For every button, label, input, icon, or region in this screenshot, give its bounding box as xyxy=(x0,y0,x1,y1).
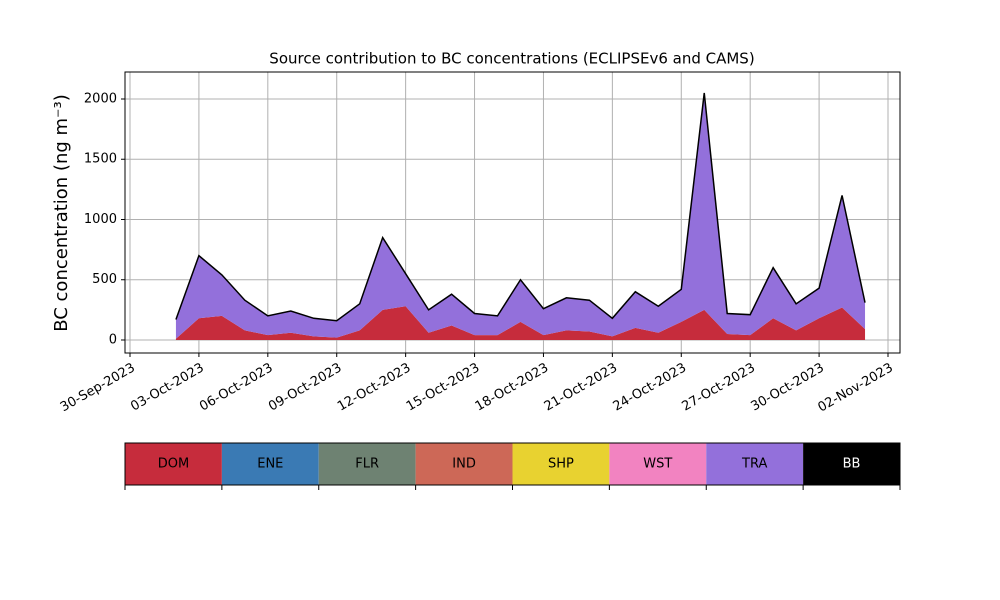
y-tick-label: 2000 xyxy=(84,91,117,106)
legend-label: ENE xyxy=(257,457,283,472)
y-tick-label: 0 xyxy=(109,332,117,347)
x-tick-label: 21-Oct-2023 xyxy=(542,361,620,415)
legend-swatch xyxy=(512,443,610,485)
x-tick-label: 24-Oct-2023 xyxy=(611,361,689,415)
x-tick-label: 30-Sep-2023 xyxy=(58,361,138,416)
legend-swatch xyxy=(415,443,513,485)
x-tick-label: 03-Oct-2023 xyxy=(128,361,206,415)
x-tick-label: 27-Oct-2023 xyxy=(680,361,758,415)
legend-frame xyxy=(124,442,901,486)
x-tick-label: 18-Oct-2023 xyxy=(473,361,551,415)
legend-swatch xyxy=(318,443,416,485)
legend-swatch xyxy=(609,443,707,485)
area xyxy=(175,92,866,339)
legend-swatch xyxy=(803,443,900,485)
legend-label: IND xyxy=(452,457,476,472)
legend-label: FLR xyxy=(355,457,379,472)
y-tick-label: 1500 xyxy=(84,152,117,167)
chart-title: Source contribution to BC concentrations… xyxy=(269,50,754,68)
legend-swatch xyxy=(221,443,319,485)
plot-frame xyxy=(124,71,901,354)
legend-label: WST xyxy=(643,457,672,472)
total-outline xyxy=(175,92,866,322)
legend-swatch xyxy=(706,443,804,485)
y-tick-label: 1000 xyxy=(84,212,117,227)
legend-label: DOM xyxy=(158,457,189,472)
area xyxy=(175,306,866,340)
x-tick-label: 02-Nov-2023 xyxy=(815,361,895,416)
legend-label: SHP xyxy=(548,457,574,472)
legend-label: TRA xyxy=(741,457,767,472)
legend-swatch xyxy=(125,443,222,485)
x-tick-label: 15-Oct-2023 xyxy=(404,361,482,415)
y-axis-label: BC concentration (ng m⁻³) xyxy=(51,94,72,332)
y-tick-label: 500 xyxy=(92,272,117,287)
x-tick-label: 12-Oct-2023 xyxy=(335,361,413,415)
x-tick-label: 06-Oct-2023 xyxy=(197,361,275,415)
x-tick-label: 30-Oct-2023 xyxy=(748,361,826,415)
legend-label: BB xyxy=(843,457,861,472)
x-tick-label: 09-Oct-2023 xyxy=(266,361,344,415)
